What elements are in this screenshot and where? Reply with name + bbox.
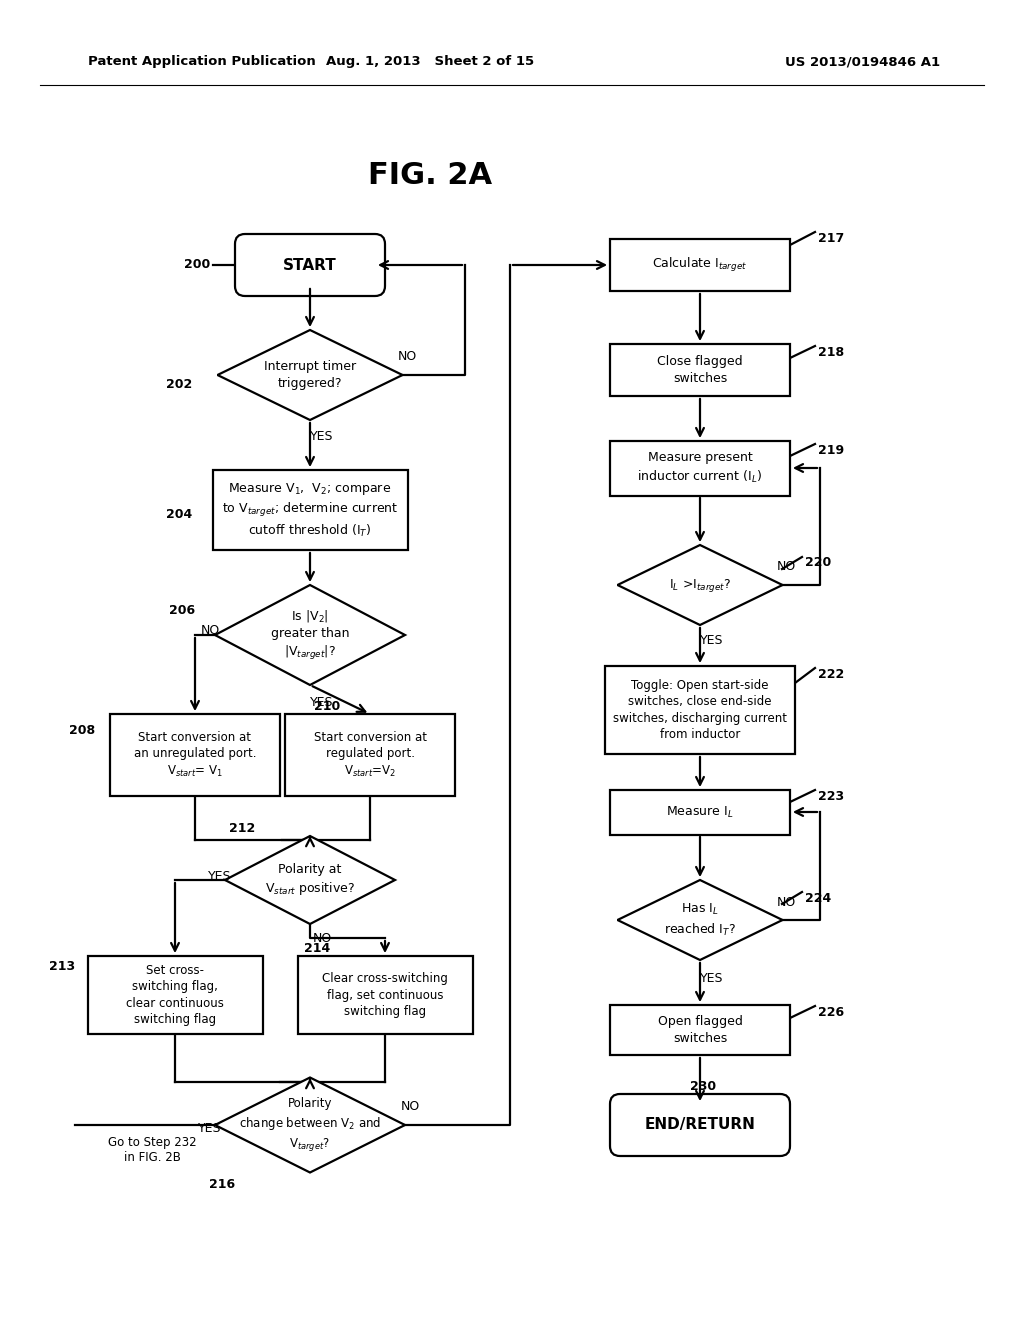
Text: YES: YES — [700, 972, 724, 985]
Text: YES: YES — [199, 1122, 222, 1134]
Text: NO: NO — [776, 561, 796, 573]
Bar — [298, 956, 472, 1034]
Text: 218: 218 — [818, 346, 844, 359]
Polygon shape — [617, 545, 782, 624]
Text: END/RETURN: END/RETURN — [644, 1118, 756, 1133]
Text: Close flagged
switches: Close flagged switches — [657, 355, 742, 384]
Bar — [610, 1005, 790, 1055]
Text: 212: 212 — [228, 821, 255, 834]
Bar — [610, 345, 790, 396]
Bar — [110, 714, 280, 796]
Text: I$_L$ >I$_{target}$?: I$_L$ >I$_{target}$? — [669, 577, 731, 594]
Text: Toggle: Open start-side
switches, close end-side
switches, discharging current
f: Toggle: Open start-side switches, close … — [613, 678, 787, 742]
Text: US 2013/0194846 A1: US 2013/0194846 A1 — [784, 55, 940, 69]
Polygon shape — [215, 1077, 406, 1172]
Text: YES: YES — [700, 635, 724, 648]
Text: 230: 230 — [690, 1081, 716, 1093]
Text: Measure present
inductor current (I$_L$): Measure present inductor current (I$_L$) — [638, 451, 763, 484]
Text: 213: 213 — [49, 961, 75, 974]
Text: Interrupt timer
triggered?: Interrupt timer triggered? — [264, 360, 356, 389]
FancyBboxPatch shape — [234, 234, 385, 296]
Polygon shape — [225, 836, 395, 924]
Text: Set cross-
switching flag,
clear continuous
switching flag: Set cross- switching flag, clear continu… — [126, 964, 224, 1026]
FancyBboxPatch shape — [610, 1094, 790, 1156]
Text: Is |V$_2$|
greater than
|V$_{target}$|?: Is |V$_2$| greater than |V$_{target}$|? — [270, 607, 349, 663]
Polygon shape — [617, 880, 782, 960]
Text: 222: 222 — [818, 668, 844, 681]
Text: FIG. 2A: FIG. 2A — [368, 161, 493, 190]
Text: 200: 200 — [183, 259, 210, 272]
Text: Aug. 1, 2013   Sheet 2 of 15: Aug. 1, 2013 Sheet 2 of 15 — [326, 55, 535, 69]
Text: START: START — [283, 257, 337, 272]
Polygon shape — [215, 585, 406, 685]
Text: Start conversion at
an unregulated port.
V$_{start}$= V$_1$: Start conversion at an unregulated port.… — [134, 731, 256, 779]
Text: 224: 224 — [805, 891, 831, 904]
Bar — [87, 956, 262, 1034]
Text: YES: YES — [310, 697, 334, 710]
Text: 223: 223 — [818, 791, 844, 804]
Text: 202: 202 — [166, 379, 193, 392]
Text: Measure V$_1$,  V$_2$; compare
to V$_{target}$; determine current
cutoff thresho: Measure V$_1$, V$_2$; compare to V$_{tar… — [222, 480, 398, 540]
Text: 214: 214 — [304, 942, 330, 956]
Bar — [610, 239, 790, 290]
Text: NO: NO — [400, 1101, 420, 1114]
Text: 206: 206 — [169, 603, 195, 616]
Text: Calculate I$_{target}$: Calculate I$_{target}$ — [652, 256, 748, 275]
Bar — [213, 470, 408, 550]
Text: Clear cross-switching
flag, set continuous
switching flag: Clear cross-switching flag, set continuo… — [323, 972, 447, 1018]
Polygon shape — [217, 330, 402, 420]
Text: YES: YES — [208, 870, 231, 883]
Bar — [285, 714, 455, 796]
Text: YES: YES — [310, 430, 334, 444]
Text: 208: 208 — [69, 723, 95, 737]
Text: 220: 220 — [805, 557, 831, 569]
Text: Polarity at
V$_{start}$ positive?: Polarity at V$_{start}$ positive? — [265, 863, 355, 898]
Text: 204: 204 — [166, 508, 193, 521]
Text: Patent Application Publication: Patent Application Publication — [88, 55, 315, 69]
Text: 216: 216 — [209, 1179, 234, 1192]
Text: NO: NO — [397, 351, 417, 363]
Text: Open flagged
switches: Open flagged switches — [657, 1015, 742, 1044]
Text: NO: NO — [312, 932, 332, 945]
Text: NO: NO — [201, 623, 219, 636]
Bar — [605, 667, 795, 754]
Text: NO: NO — [776, 895, 796, 908]
Text: Measure I$_L$: Measure I$_L$ — [667, 804, 734, 820]
Text: 219: 219 — [818, 445, 844, 458]
Text: Go to Step 232
in FIG. 2B: Go to Step 232 in FIG. 2B — [108, 1137, 197, 1164]
Bar — [610, 441, 790, 495]
Bar — [610, 789, 790, 834]
Text: Has I$_L$
reached I$_T$?: Has I$_L$ reached I$_T$? — [664, 903, 736, 937]
Text: 226: 226 — [818, 1006, 844, 1019]
Text: 217: 217 — [818, 231, 844, 244]
Text: 210: 210 — [313, 701, 340, 714]
Text: Polarity
change between V$_2$ and
V$_{target}$?: Polarity change between V$_2$ and V$_{ta… — [239, 1097, 381, 1152]
Text: Start conversion at
regulated port.
V$_{start}$=V$_2$: Start conversion at regulated port. V$_{… — [313, 731, 427, 779]
